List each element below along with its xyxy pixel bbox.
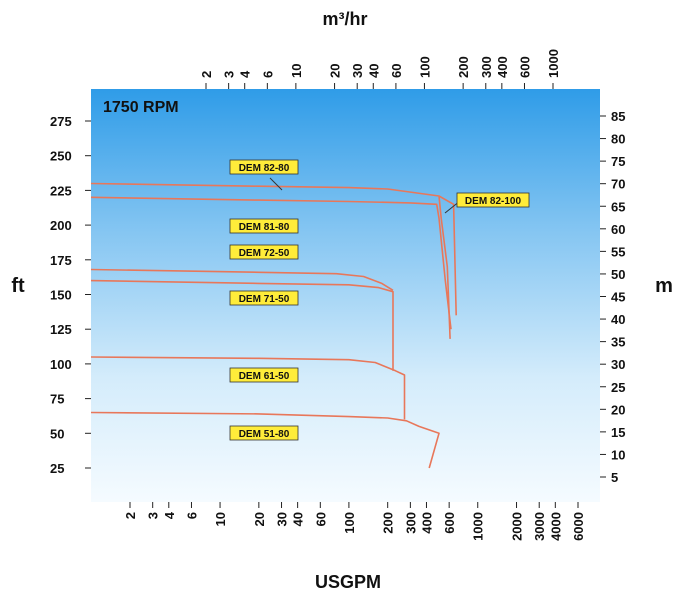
y2-tick-label: 50 [611, 267, 625, 282]
series-label-dem-71-50: DEM 71-50 [239, 294, 290, 305]
bottom-axis-ticks: 2 3 4 6 10 20 30 40 60 100 200 300 400 600 1000 2000 300… [123, 502, 586, 541]
y2-tick-label: 30 [611, 357, 625, 372]
series-label-dem-61-50: DEM 61-50 [239, 371, 290, 382]
y2-tick-label: 55 [611, 244, 625, 259]
y2-tick-label: 85 [611, 109, 625, 124]
series-label-dem-81-80: DEM 81-80 [239, 222, 290, 233]
right-axis-title: m [655, 275, 673, 297]
series-label-dem-72-50: DEM 72-50 [239, 248, 290, 259]
x-tick-label: 6 [184, 512, 199, 519]
y2-tick-label: 65 [611, 199, 625, 214]
x2-tick-label: 30 [350, 64, 365, 78]
x-tick-label: 6000 [571, 512, 586, 541]
x2-tick-label: 1000 [546, 49, 561, 78]
y2-tick-label: 35 [611, 335, 625, 350]
x-tick-label: 600 [442, 512, 457, 534]
y-tick-label: 175 [50, 253, 72, 268]
x2-tick-label: 300 [479, 56, 494, 78]
chart-title: 1750 RPM [103, 99, 179, 116]
y-tick-label: 100 [50, 357, 72, 372]
label-tag-dem-61-50 [229, 367, 299, 383]
y-tick-label: 150 [50, 288, 72, 303]
series-line-dem-81-80 [90, 196, 452, 330]
top-axis-title: m³/hr [323, 9, 368, 29]
y2-tick-label: 45 [611, 290, 625, 305]
series-line-dem-82-100 [438, 195, 457, 316]
x-tick-label: 3000 [532, 512, 547, 541]
x-tick-label: 3 [146, 512, 161, 519]
x2-tick-label: 20 [328, 64, 343, 78]
right-axis-ticks: 5 10 15 20 25 30 35 40 45 50 55 60 65 70 75 80 85 [600, 109, 625, 485]
series-line-dem-72-50 [90, 268, 394, 291]
label-tag-dem-71-50 [229, 290, 299, 306]
series-line-dem-51-80 [90, 411, 440, 469]
series-line-dem-71-50 [90, 279, 394, 371]
x2-tick-label: 4 [238, 70, 253, 78]
x2-tick-label: 2 [199, 71, 214, 78]
left-axis-ticks: 25 50 75 100 125 150 175 200 225 250 275 [50, 114, 91, 476]
x-tick-label: 10 [213, 512, 228, 526]
series-lines [90, 182, 457, 469]
series-line-dem-61-50 [90, 356, 406, 420]
label-tag-dem-72-50 [229, 244, 299, 260]
label-tag-dem-82-100 [456, 192, 530, 208]
y2-tick-label: 20 [611, 402, 625, 417]
y-tick-label: 125 [50, 322, 72, 337]
x-tick-label: 60 [313, 512, 328, 526]
x-tick-label: 20 [252, 512, 267, 526]
label-tag-dem-51-80 [229, 425, 299, 441]
x-tick-label: 2000 [510, 512, 525, 541]
x-tick-label: 4000 [548, 512, 563, 541]
x2-tick-label: 40 [366, 64, 381, 78]
x-tick-label: 2 [123, 512, 138, 519]
x-tick-label: 100 [342, 512, 357, 534]
label-tag-dem-82-80 [229, 159, 299, 175]
series-label-dem-51-80: DEM 51-80 [239, 429, 290, 440]
bottom-axis-title: USGPM [315, 572, 381, 592]
x2-tick-label: 10 [289, 64, 304, 78]
x-tick-label: 30 [275, 512, 290, 526]
series-label-dem-82-100: DEM 82-100 [465, 196, 522, 207]
top-axis-ticks: 2 3 4 6 10 20 30 40 60 100 200 300 400 600 1000 [199, 49, 561, 89]
plot-area [91, 89, 600, 502]
x2-tick-label: 600 [517, 56, 532, 78]
y2-tick-label: 5 [611, 470, 618, 485]
series-line-dem-82-80 [90, 182, 451, 339]
series-label-dem-82-80: DEM 82-80 [239, 163, 290, 174]
x-tick-label: 200 [381, 512, 396, 534]
x2-tick-label: 400 [495, 56, 510, 78]
y2-tick-label: 80 [611, 132, 625, 147]
y-tick-label: 275 [50, 114, 72, 129]
x-tick-label: 4 [162, 511, 177, 519]
x2-tick-label: 100 [417, 56, 432, 78]
series-labels: DEM 82-80 DEM 82-100 DEM 81-80 DEM 72-50 DEM… [229, 159, 530, 441]
y2-tick-label: 60 [611, 222, 625, 237]
label-tag-dem-81-80 [229, 218, 299, 234]
y2-tick-label: 10 [611, 447, 625, 462]
y-tick-label: 25 [50, 461, 64, 476]
y-tick-label: 225 [50, 183, 72, 198]
y2-tick-label: 25 [611, 380, 625, 395]
y2-tick-label: 70 [611, 177, 625, 192]
x-tick-label: 300 [403, 512, 418, 534]
x-tick-label: 400 [419, 512, 434, 534]
y2-tick-label: 75 [611, 154, 625, 169]
y-tick-label: 75 [50, 392, 64, 407]
x2-tick-label: 200 [456, 56, 471, 78]
y-tick-label: 200 [50, 218, 72, 233]
y-tick-label: 250 [50, 149, 72, 164]
label-leader-line [269, 177, 283, 191]
x-tick-label: 1000 [471, 512, 486, 541]
y-tick-label: 50 [50, 426, 64, 441]
left-axis-title: ft [11, 275, 25, 297]
y2-tick-label: 15 [611, 425, 625, 440]
x2-tick-label: 6 [260, 71, 275, 78]
x-tick-label: 40 [291, 512, 306, 526]
x2-tick-label: 60 [389, 64, 404, 78]
y2-tick-label: 40 [611, 312, 625, 327]
x2-tick-label: 3 [222, 71, 237, 78]
